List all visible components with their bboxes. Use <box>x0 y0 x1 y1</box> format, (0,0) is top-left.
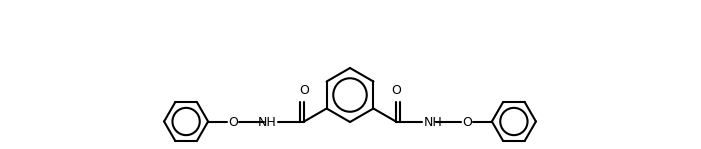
Text: O: O <box>299 84 309 97</box>
Text: O: O <box>391 84 401 97</box>
Text: NH: NH <box>424 116 442 129</box>
Text: O: O <box>228 116 238 129</box>
Text: NH: NH <box>257 116 276 129</box>
Text: O: O <box>462 116 472 129</box>
